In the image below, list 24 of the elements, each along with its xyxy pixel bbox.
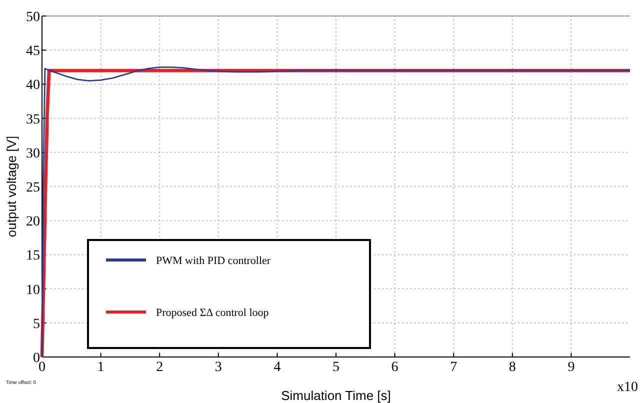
x-tick-label: 2 [156, 360, 164, 375]
text: x10 [617, 380, 638, 395]
legend-label: Proposed ΣΔ control loop [156, 307, 270, 319]
x-axis-title: Simulation Time [s] [281, 388, 391, 403]
y-tick-label: 50 [26, 10, 40, 25]
y-tick-label: 10 [26, 282, 40, 298]
y-tick-label: 45 [26, 44, 40, 60]
x-tick-label: 9 [568, 360, 575, 375]
x-tick-label: 7 [450, 360, 458, 375]
y-axis-title: output voltage [V] [4, 136, 19, 238]
x-tick-label: 5 [332, 360, 340, 375]
x-tick-label: 4 [274, 360, 281, 375]
y-tick-label: 15 [26, 248, 40, 264]
legend-label: PWM with PID controller [156, 255, 271, 267]
x-tick-label: 1 [97, 360, 104, 375]
y-tick-label: 30 [26, 146, 40, 162]
y-tick-label: 20 [26, 214, 40, 230]
x-tick-label: 8 [508, 360, 516, 375]
x-tick-label: 3 [214, 360, 222, 375]
y-tick-label: 35 [26, 112, 40, 128]
y-tick-label: 25 [26, 180, 40, 196]
y-tick-label: 5 [33, 316, 40, 332]
x-tick-label: 6 [391, 360, 398, 375]
y-tick-label: 40 [26, 78, 40, 94]
